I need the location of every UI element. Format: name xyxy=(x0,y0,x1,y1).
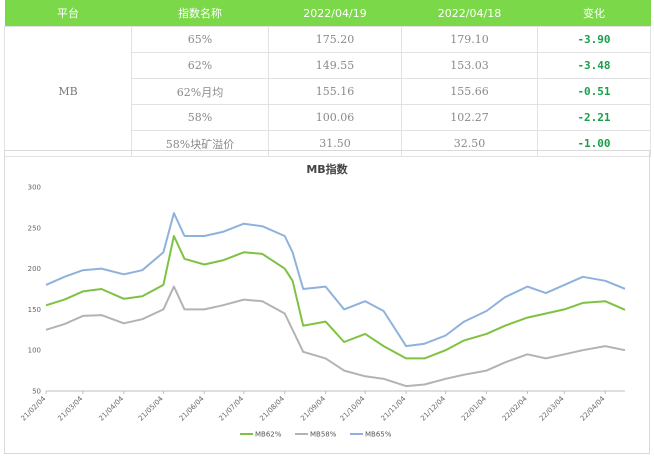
value-cell-date-2: 153.03 xyxy=(401,52,538,79)
index-name-cell: 58%块矿溢价 xyxy=(131,130,269,157)
index-name-cell: 65% xyxy=(131,26,269,53)
x-tick-label: 21/09/04 xyxy=(299,394,327,422)
table-header-row: 平台 指数名称 2022/04/19 2022/04/18 变化 xyxy=(4,0,651,27)
change-cell: -0.51 xyxy=(537,78,651,105)
y-axis: 50 100 150 200 250 300 xyxy=(28,184,41,396)
x-tick-label: 22/02/04 xyxy=(501,394,529,422)
x-tick-label: 21/12/04 xyxy=(419,394,447,422)
x-tick-label: 21/03/04 xyxy=(56,394,84,422)
series-group xyxy=(45,212,626,388)
value-cell-date-2: 155.66 xyxy=(401,78,538,105)
y-tick-label: 100 xyxy=(28,347,41,355)
value-cell-date-1: 149.55 xyxy=(268,52,402,79)
series-line-mb62 xyxy=(45,235,626,360)
index-name-cell: 62%月均 xyxy=(131,78,269,105)
series-line-mb58 xyxy=(45,285,626,388)
change-cell: -2.21 xyxy=(537,104,651,131)
value-cell-date-2: 32.50 xyxy=(401,130,538,157)
value-cell-date-1: 175.20 xyxy=(268,26,402,53)
index-name-cell: 62% xyxy=(131,52,269,79)
value-cell-date-1: 155.16 xyxy=(268,78,402,105)
x-tick-label: 21/04/04 xyxy=(97,394,125,422)
platform-cell: MB xyxy=(4,26,132,157)
legend-label: MB62% xyxy=(255,431,282,439)
value-cell-date-2: 179.10 xyxy=(401,26,538,53)
x-tick-label: 22/04/04 xyxy=(579,394,607,422)
header-date-1: 2022/04/19 xyxy=(268,0,402,27)
index-name-cell: 58% xyxy=(131,104,269,131)
x-tick-label: 22/01/04 xyxy=(460,394,488,422)
header-change: 变化 xyxy=(537,0,651,27)
table-row: 62%月均 155.16 155.66 -0.51 xyxy=(5,78,651,105)
price-index-table: 平台 指数名称 2022/04/19 2022/04/18 变化 MB 65% … xyxy=(4,0,651,157)
series-line-mb65 xyxy=(45,212,626,348)
change-cell: -3.90 xyxy=(537,26,651,53)
x-tick-label: 21/07/04 xyxy=(217,394,245,422)
x-tick-label: 21/08/04 xyxy=(258,394,286,422)
mb-index-chart: MB指数 50 100 150 200 250 300 21/02/04 21/03/04 2… xyxy=(4,150,650,454)
x-tick-label: 22/03/04 xyxy=(538,394,566,422)
x-tick-label: 21/06/04 xyxy=(178,394,206,422)
y-tick-label: 200 xyxy=(28,265,41,273)
x-tick-label: 21/11/04 xyxy=(380,394,408,422)
y-tick-label: 150 xyxy=(28,306,41,314)
legend-label: MB65% xyxy=(365,431,392,439)
header-platform: 平台 xyxy=(4,0,132,27)
chart-legend: MB62% MB58% MB65% xyxy=(240,431,392,439)
y-tick-label: 300 xyxy=(28,184,41,192)
x-tick-label: 21/05/04 xyxy=(137,394,165,422)
y-tick-label: 50 xyxy=(32,388,41,396)
legend-label: MB58% xyxy=(310,431,337,439)
change-cell: -3.48 xyxy=(537,52,651,79)
x-axis: 21/02/04 21/03/04 21/04/04 21/05/04 21/06/04… xyxy=(20,390,625,423)
table-row: MB 65% 175.20 179.10 -3.90 xyxy=(4,26,651,157)
x-tick-label: 21/10/04 xyxy=(339,394,367,422)
value-cell-date-2: 102.27 xyxy=(401,104,538,131)
y-tick-label: 250 xyxy=(28,224,41,232)
header-date-2: 2022/04/18 xyxy=(401,0,538,27)
table-row: 58% 100.06 102.27 -2.21 xyxy=(5,104,651,131)
change-cell: -1.00 xyxy=(537,130,651,157)
header-index-name: 指数名称 xyxy=(131,0,269,27)
x-tick-label: 21/02/04 xyxy=(20,394,48,422)
value-cell-date-1: 100.06 xyxy=(268,104,402,131)
table-row: 58%块矿溢价 31.50 32.50 -1.00 xyxy=(5,130,651,157)
value-cell-date-1: 31.50 xyxy=(268,130,402,157)
chart-title: MB指数 xyxy=(306,162,348,176)
table-row: 62% 149.55 153.03 -3.48 xyxy=(5,52,651,79)
